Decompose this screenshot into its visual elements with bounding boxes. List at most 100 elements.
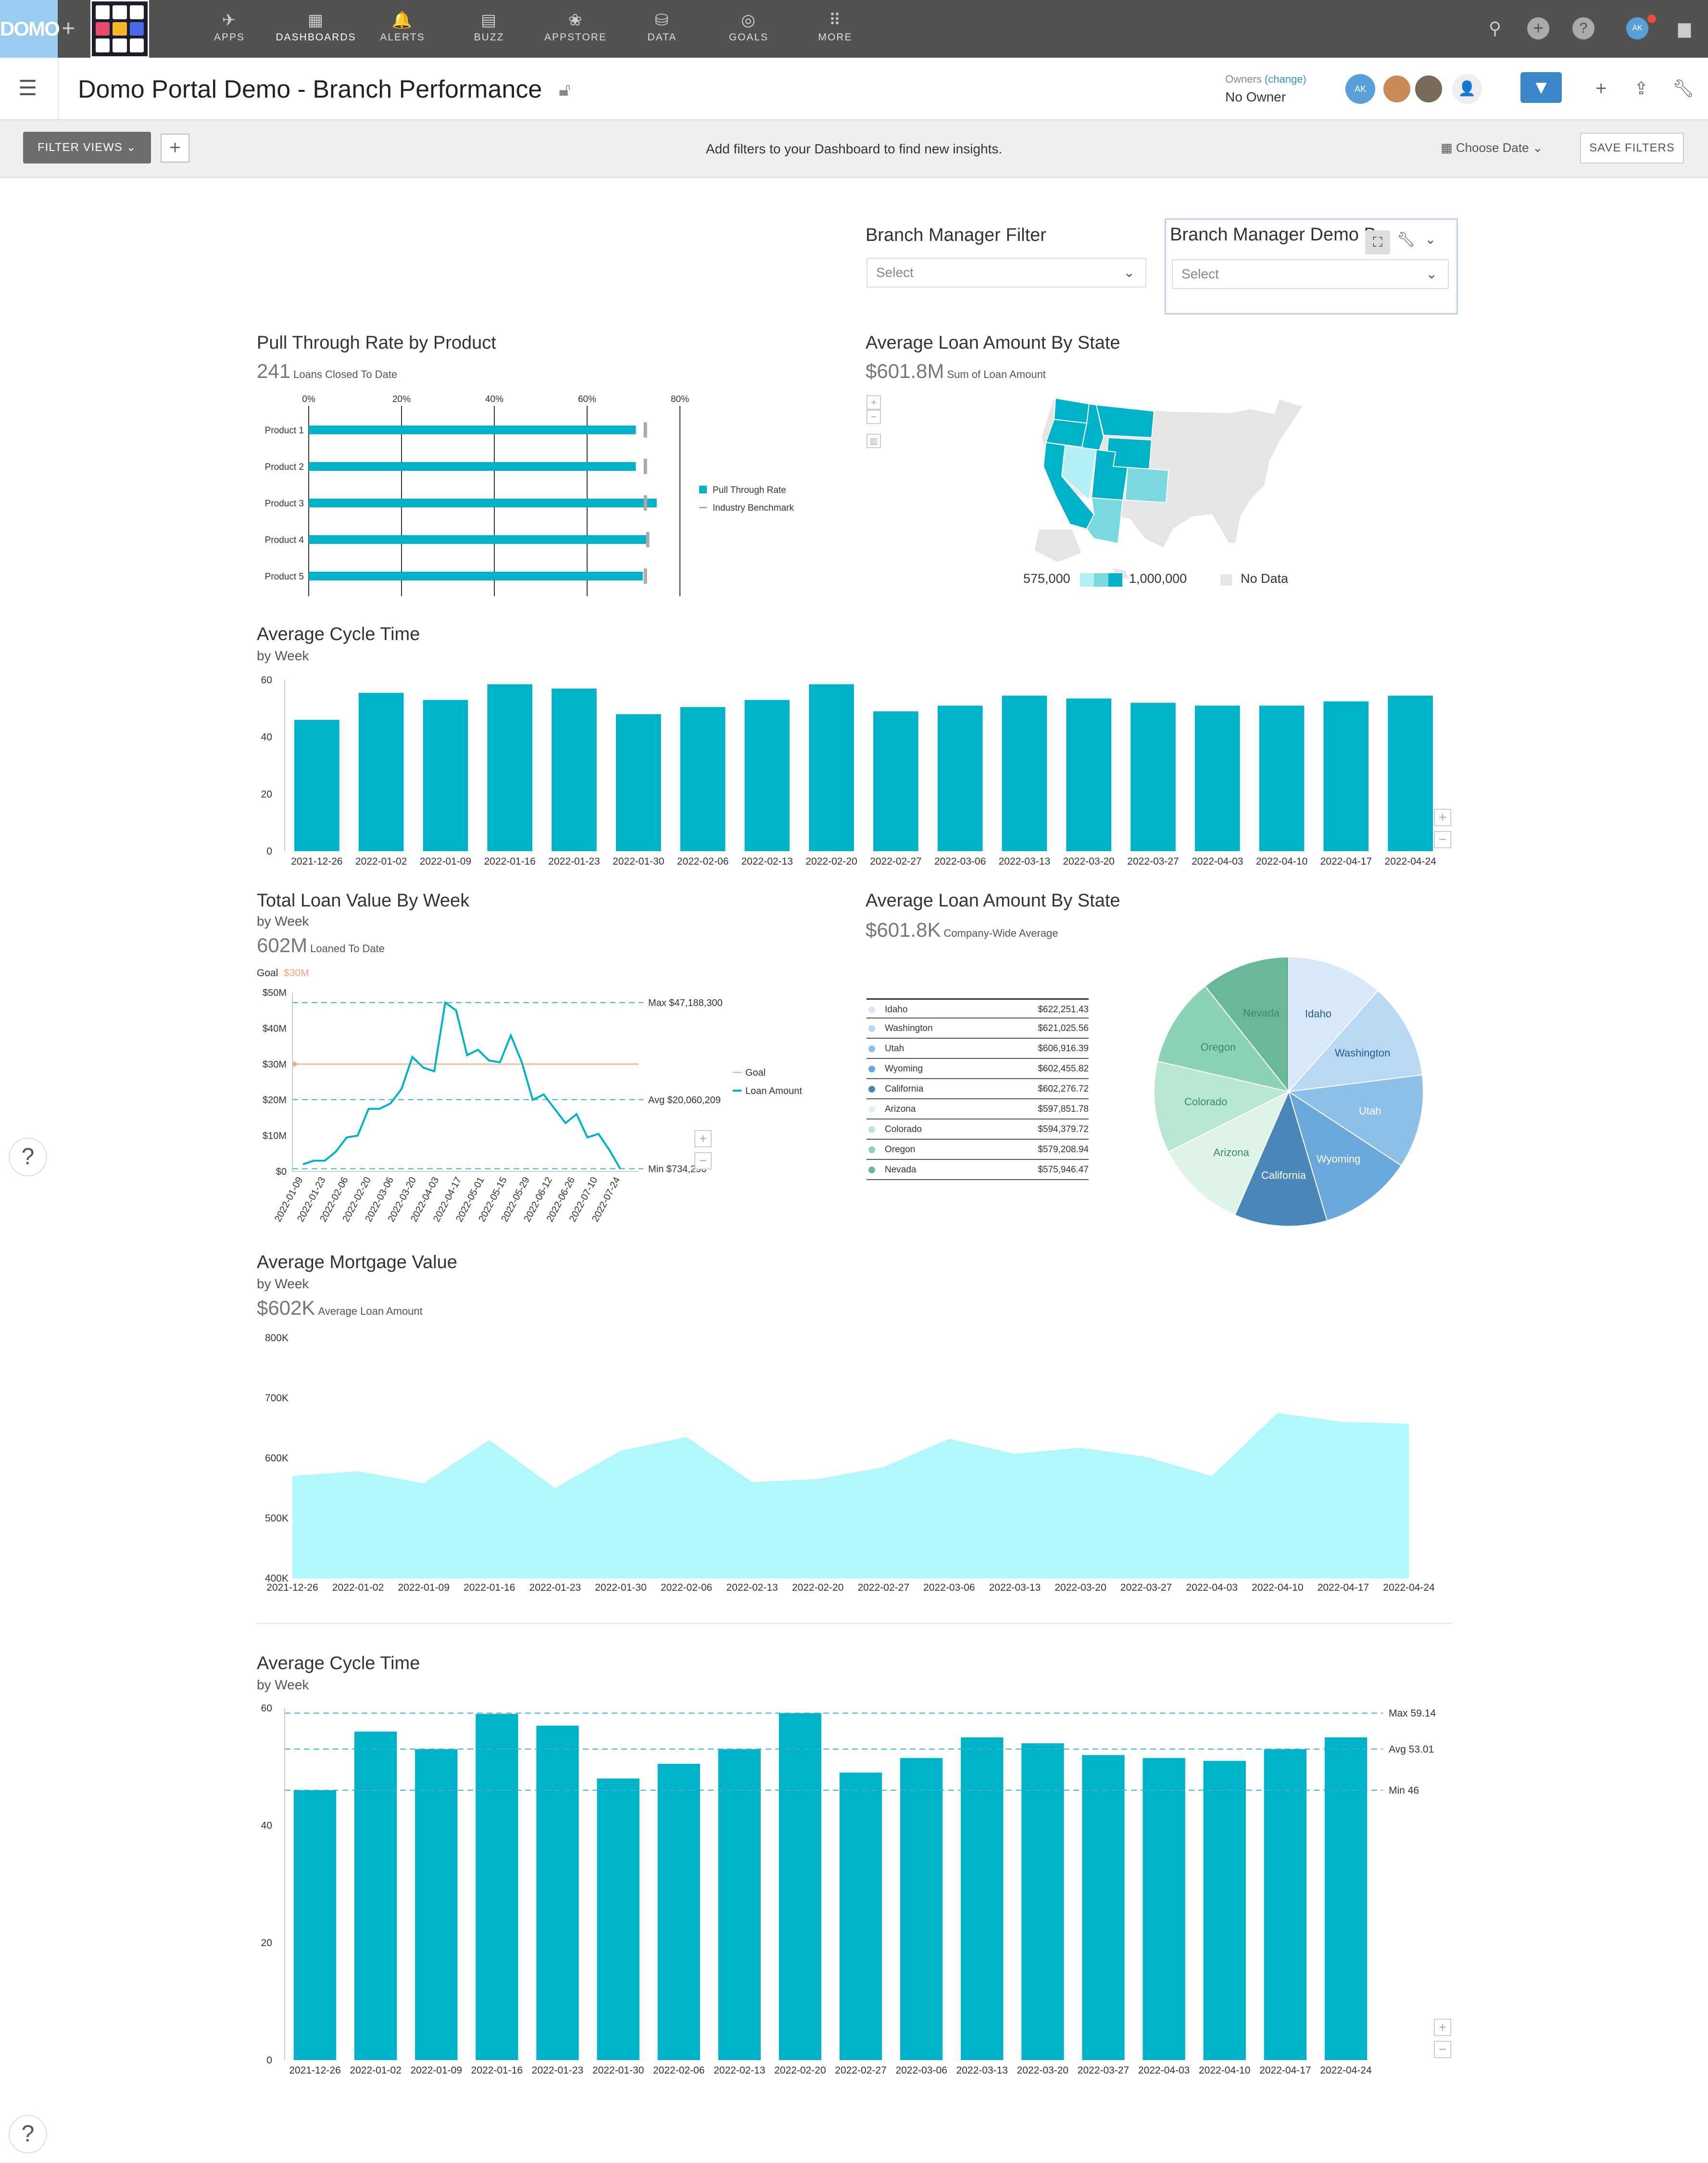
nav-item-apps[interactable]: ✈ APPS bbox=[188, 9, 270, 43]
cycle-time-2-subtitle: by Week bbox=[257, 1677, 309, 1692]
mortgage-summary-label: Average Loan Amount bbox=[318, 1305, 423, 1317]
wrench-icon[interactable]: 🔧︎ bbox=[1672, 78, 1695, 98]
goal-marker bbox=[293, 1060, 298, 1068]
mortgage-summary-value: $602K bbox=[257, 1296, 315, 1319]
map-zoom-in-icon[interactable]: + bbox=[867, 395, 881, 410]
owners-change-link[interactable]: (change) bbox=[1264, 73, 1306, 85]
map-summary-value: $601.8M bbox=[866, 360, 944, 382]
pie-summary-value: $601.8K bbox=[866, 918, 941, 941]
legend-name: California bbox=[885, 1084, 924, 1094]
filter-funnel-icon[interactable]: ▼ bbox=[1520, 72, 1562, 103]
y-tick-label: 700K bbox=[265, 1393, 289, 1404]
nav-item-more[interactable]: ⠿ MORE bbox=[794, 9, 876, 43]
x-tick-label: 2021-12-26 bbox=[266, 1582, 318, 1593]
cycle-time-2-title: Average Cycle Time bbox=[257, 1653, 420, 1673]
zoom-out-icon[interactable]: − bbox=[694, 1152, 712, 1170]
y-tick-label: 0 bbox=[266, 2055, 272, 2066]
y-tick-label: 40 bbox=[261, 732, 272, 743]
zoom-in-icon[interactable]: + bbox=[1434, 809, 1451, 826]
y-tick-label: 40 bbox=[261, 1820, 272, 1831]
calendar-icon: ▦ bbox=[1441, 140, 1453, 155]
wrench-icon[interactable]: 🔧︎ bbox=[1397, 232, 1416, 248]
cycle-time-2-chart: 0 20 40 60 2021-12-26 2022-01-02 2022-01-09 202… bbox=[261, 1703, 1436, 2076]
legend-row: California $602,276.72 bbox=[867, 1079, 1089, 1099]
zoom-out-icon[interactable]: − bbox=[1434, 2041, 1451, 2058]
help-button[interactable]: ? bbox=[9, 2115, 47, 2153]
owner-avatar-photo[interactable] bbox=[1382, 74, 1412, 104]
add-circle-icon[interactable]: + bbox=[1527, 17, 1549, 39]
bar-pull-through bbox=[309, 499, 657, 507]
app-grid-logo[interactable] bbox=[90, 0, 149, 58]
zoom-out-icon[interactable]: − bbox=[1434, 831, 1451, 848]
pie-slice bbox=[1234, 1090, 1328, 1227]
legend-row: Nevada $575,946.47 bbox=[867, 1160, 1089, 1180]
bar bbox=[1259, 705, 1305, 851]
unlock-icon[interactable]: 🔓︎ bbox=[559, 80, 571, 100]
legend-label: Goal bbox=[745, 1068, 766, 1078]
x-tick-label: 2021-12-26 bbox=[289, 2065, 340, 2076]
bar-pull-through bbox=[309, 572, 643, 580]
pie-label: Oregon bbox=[1201, 1041, 1236, 1053]
choose-date-button[interactable]: ▦ Choose Date ⌄ bbox=[1441, 140, 1543, 155]
expand-icon[interactable]: ⛶ bbox=[1365, 230, 1390, 254]
map-title: Average Loan Amount By State bbox=[866, 333, 1120, 353]
legend-label: Loan Amount bbox=[745, 1086, 802, 1096]
share-icon[interactable]: ⇪ bbox=[1634, 78, 1649, 98]
bar bbox=[779, 1713, 822, 2060]
legend-swatch bbox=[699, 507, 707, 508]
y-tick-label: $50M bbox=[263, 988, 287, 998]
dashboard-icon: ▦ bbox=[307, 11, 325, 29]
bar bbox=[1323, 701, 1369, 851]
zoom-in-icon[interactable]: + bbox=[694, 1130, 712, 1147]
pull-through-summary-label: Loans Closed To Date bbox=[293, 368, 398, 380]
chat-bubble-icon[interactable]: ▆ bbox=[1678, 19, 1691, 38]
save-filters-button[interactable]: SAVE FILTERS bbox=[1580, 133, 1684, 163]
bar bbox=[294, 720, 339, 851]
legend-dot bbox=[868, 1167, 875, 1173]
help-circle-icon[interactable]: ? bbox=[1572, 17, 1595, 39]
filter-views-button[interactable]: FILTER VIEWS ⌄ bbox=[23, 132, 151, 163]
nav-item-buzz[interactable]: ▤ BUZZ bbox=[448, 9, 530, 43]
map-zoom-out-icon[interactable]: − bbox=[867, 410, 881, 424]
branch-manager-demo-select[interactable]: Select ⌄ bbox=[1172, 259, 1449, 289]
help-button[interactable]: ? bbox=[9, 1138, 47, 1176]
nav-item-goals[interactable]: ◎ GOALS bbox=[708, 9, 790, 43]
branch-manager-demo-select-value: Select bbox=[1181, 266, 1219, 281]
nav-item-dashboards[interactable]: ▦ DASHBOARDS bbox=[275, 9, 357, 43]
legend-dot bbox=[868, 1045, 875, 1052]
legend-dot bbox=[868, 1086, 875, 1093]
legend-value: $575,946.47 bbox=[1038, 1165, 1089, 1175]
state-alaska bbox=[1033, 528, 1083, 564]
bar bbox=[1002, 695, 1047, 851]
benchmark-marker bbox=[643, 495, 647, 511]
notification-dot bbox=[1647, 14, 1656, 23]
benchmark-marker bbox=[643, 459, 647, 474]
bar bbox=[536, 1725, 579, 2060]
mortgage-summary: $602K Average Loan Amount bbox=[257, 1296, 423, 1320]
user-avatar[interactable]: AK bbox=[1626, 17, 1648, 39]
x-tick-label: 2022-04-17 bbox=[1320, 856, 1372, 867]
pie-title: Average Loan Amount By State bbox=[866, 891, 1120, 911]
hamburger-menu-icon[interactable]: ☰ bbox=[18, 76, 38, 100]
nav-item-appstore[interactable]: ❀ APPSTORE bbox=[535, 9, 616, 43]
owner-avatar-photo[interactable] bbox=[1414, 74, 1444, 104]
benchmark-marker bbox=[643, 422, 647, 438]
x-tick-label: 2022-01-16 bbox=[464, 1582, 515, 1593]
domo-logo[interactable]: DOMO bbox=[0, 0, 60, 58]
pie-legend-table: Idaho $622,251.43 Washington $621,025.56 Uta… bbox=[867, 998, 1089, 1180]
x-tick-label: 2022-01-30 bbox=[592, 2065, 644, 2076]
legend-name: Wyoming bbox=[885, 1064, 923, 1074]
branch-manager-select[interactable]: Select ⌄ bbox=[867, 258, 1146, 288]
nav-item-data[interactable]: ⛁ DATA bbox=[621, 9, 703, 43]
chevron-down-icon[interactable]: ⌄ bbox=[1425, 232, 1436, 247]
pie-label: Arizona bbox=[1213, 1146, 1249, 1158]
add-filter-button[interactable]: + bbox=[161, 134, 189, 163]
nav-item-alerts[interactable]: 🔔 ALERTS bbox=[362, 9, 443, 43]
bar bbox=[358, 692, 404, 851]
add-owner-icon[interactable]: 👤 bbox=[1452, 74, 1482, 104]
map-layers-icon[interactable]: ▥ bbox=[867, 434, 881, 448]
search-icon[interactable]: ⚲ bbox=[1488, 18, 1502, 38]
add-card-icon[interactable]: + bbox=[1595, 78, 1607, 99]
owner-avatar-initials[interactable]: AK bbox=[1345, 74, 1375, 104]
zoom-in-icon[interactable]: + bbox=[1434, 2019, 1451, 2036]
